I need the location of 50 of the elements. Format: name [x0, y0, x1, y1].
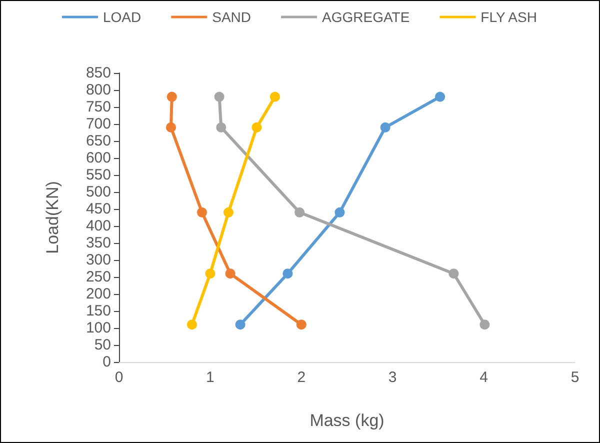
- point: [205, 268, 216, 279]
- point: [235, 320, 246, 330]
- y-tick-label: 0: [102, 354, 111, 370]
- x-tick-label: 1: [206, 369, 214, 386]
- y-tick-label: 350: [86, 234, 111, 252]
- y-tick-label: 250: [86, 268, 111, 286]
- y-tick-label: 500: [86, 184, 111, 200]
- point: [480, 320, 490, 330]
- point: [380, 122, 390, 132]
- point: [334, 207, 345, 218]
- x-tick-label: 4: [480, 369, 488, 386]
- y-tick-label: 450: [86, 200, 111, 218]
- y-tick-label: 200: [86, 286, 111, 302]
- y-axis-title: Load(KN): [43, 181, 62, 254]
- point: [294, 207, 305, 218]
- x-tick-label: 5: [570, 369, 580, 386]
- point: [435, 92, 446, 102]
- point: [186, 320, 197, 330]
- y-tick-label: 850: [86, 64, 111, 82]
- y-tick-label: 300: [86, 252, 111, 268]
- point: [216, 122, 226, 132]
- point: [214, 92, 224, 102]
- x-tick-label: 0: [114, 369, 124, 386]
- y-tick-label: 800: [86, 82, 111, 98]
- x-tick-label: 3: [388, 369, 397, 386]
- y-tick-label: 700: [86, 116, 111, 132]
- y-tick-label: 550: [86, 166, 111, 184]
- x-axis-title: Mass (kg): [310, 411, 384, 430]
- x-tick-label: 2: [297, 369, 306, 386]
- y-tick-label: 150: [86, 302, 111, 320]
- point: [296, 320, 306, 330]
- legend-label: SAND: [212, 9, 252, 25]
- point: [282, 268, 293, 279]
- y-tick-label: 650: [86, 132, 111, 150]
- point: [166, 122, 176, 132]
- legend-label: AGGREGATE: [322, 9, 410, 25]
- point: [448, 268, 459, 279]
- legend-label: LOAD: [103, 9, 142, 25]
- legend-label: FLY ASH: [480, 9, 537, 25]
- y-tick-label: 50: [94, 336, 111, 354]
- y-tick-label: 100: [86, 320, 111, 336]
- y-tick-label: 600: [86, 150, 111, 166]
- point: [197, 207, 207, 218]
- y-tick-label: 750: [86, 98, 111, 116]
- point: [252, 122, 262, 132]
- point: [225, 268, 236, 279]
- point: [166, 92, 177, 102]
- point: [223, 207, 234, 218]
- y-tick-label: 400: [86, 218, 111, 234]
- point: [270, 92, 280, 102]
